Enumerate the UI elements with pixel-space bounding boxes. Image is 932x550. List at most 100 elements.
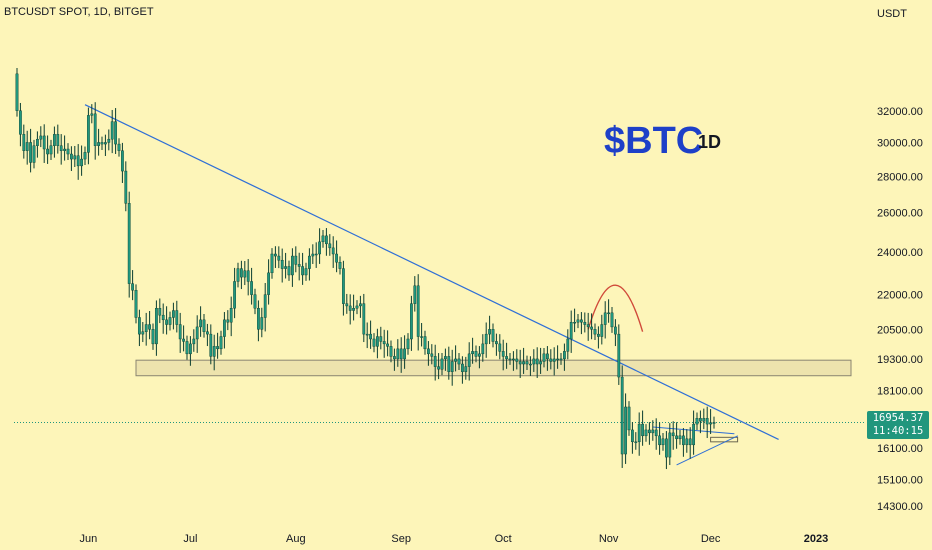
candle-body <box>114 121 118 145</box>
candle-body <box>620 376 624 455</box>
candle-body <box>100 142 104 145</box>
candle-body <box>25 142 29 151</box>
candle-body <box>399 348 403 360</box>
candle-body <box>651 429 655 434</box>
price-tick-label: 16100.00 <box>877 443 923 455</box>
candle-body <box>76 155 80 167</box>
candle-body <box>386 343 389 347</box>
candle-body <box>603 312 607 325</box>
candle-body <box>110 121 114 140</box>
candle-body <box>583 321 587 325</box>
candle-body <box>103 142 107 145</box>
candle-body <box>580 319 583 323</box>
candle-body <box>277 255 281 261</box>
candle-body <box>525 361 529 365</box>
candle-body <box>93 113 97 146</box>
triangle-lower-line <box>676 435 739 466</box>
price-tick-label: 24000.00 <box>877 247 923 259</box>
price-tick-label: 20500.00 <box>877 324 923 336</box>
time-tick-label: Jul <box>183 533 197 545</box>
price-tick-label: 22000.00 <box>877 290 923 302</box>
candle-body <box>308 255 311 269</box>
candle-body <box>406 338 410 350</box>
candle-body <box>321 235 325 243</box>
time-tick-label: 2023 <box>804 533 828 545</box>
candle-body <box>641 423 645 437</box>
candle-body <box>284 266 287 269</box>
candle-body <box>63 148 67 151</box>
time-tick-label: Sep <box>391 533 411 545</box>
candle-body <box>430 353 434 357</box>
candle-body <box>263 294 267 318</box>
candle-body <box>433 356 437 367</box>
candle-body <box>372 338 376 347</box>
candle-body <box>454 358 457 362</box>
candle-body <box>546 353 549 360</box>
last-price-value: 16954.37 <box>872 412 924 424</box>
candle-body <box>80 158 84 167</box>
candle-body <box>188 343 192 355</box>
candle-body <box>144 324 148 332</box>
candle-body <box>294 255 298 265</box>
candle-body <box>331 247 335 255</box>
candle-body <box>467 353 471 367</box>
candle-body <box>671 432 675 437</box>
candle-body <box>90 113 94 116</box>
candle-body <box>593 329 597 335</box>
candle-body <box>161 314 165 321</box>
candle-body <box>529 363 532 366</box>
candle-body <box>345 303 349 307</box>
candle-body <box>260 317 264 330</box>
candle-body <box>481 343 485 355</box>
candle-body <box>325 235 328 245</box>
candles <box>15 67 716 470</box>
candle-body <box>46 148 50 155</box>
candle-body <box>66 148 70 155</box>
candle-body <box>267 272 270 295</box>
candle-body <box>59 145 63 151</box>
candle-body <box>658 435 662 446</box>
candle-body <box>127 203 131 284</box>
candle-body <box>246 270 250 282</box>
symbol-header[interactable]: BTCUSDT SPOT, 1D, BITGET <box>4 6 154 18</box>
candle-body <box>304 268 308 276</box>
candle-body <box>83 152 87 160</box>
price-axis[interactable]: 32000.00 30000.00 28000.00 26000.00 24000.00… <box>877 106 923 513</box>
candle-body <box>403 348 406 360</box>
candle-body <box>675 435 679 440</box>
time-tick-label: Jun <box>80 533 98 545</box>
candle-body <box>627 406 631 431</box>
candle-body <box>49 145 53 155</box>
candle-body <box>175 310 179 325</box>
candle-body <box>423 336 427 350</box>
candle-body <box>318 241 321 255</box>
candle-body <box>576 319 580 323</box>
candle-body <box>614 326 617 335</box>
candle-body <box>709 422 713 425</box>
candle-body <box>549 358 553 362</box>
candle-body <box>692 423 696 446</box>
candle-body <box>471 351 474 355</box>
candle-body <box>131 283 134 291</box>
candle-body <box>73 155 77 160</box>
candle-body <box>222 319 226 337</box>
candle-body <box>617 333 621 378</box>
candle-body <box>165 319 168 325</box>
candle-body <box>637 423 641 443</box>
candle-body <box>22 134 26 151</box>
candle-body <box>379 336 383 342</box>
candle-body <box>154 308 158 345</box>
candle-body <box>182 338 185 342</box>
candle-body <box>396 348 400 360</box>
ticker-annotation: $BTC <box>604 120 704 162</box>
price-tick-label: 18100.00 <box>877 385 923 397</box>
candle-body <box>702 418 706 422</box>
candle-body <box>185 341 189 355</box>
candle-body <box>563 351 566 360</box>
candle-body <box>301 266 304 276</box>
candle-body <box>478 353 481 357</box>
candle-body <box>151 329 155 345</box>
time-axis[interactable]: Jun Jul Aug Sep Oct Nov Dec 2023 <box>80 533 829 545</box>
candle-body <box>250 281 253 295</box>
